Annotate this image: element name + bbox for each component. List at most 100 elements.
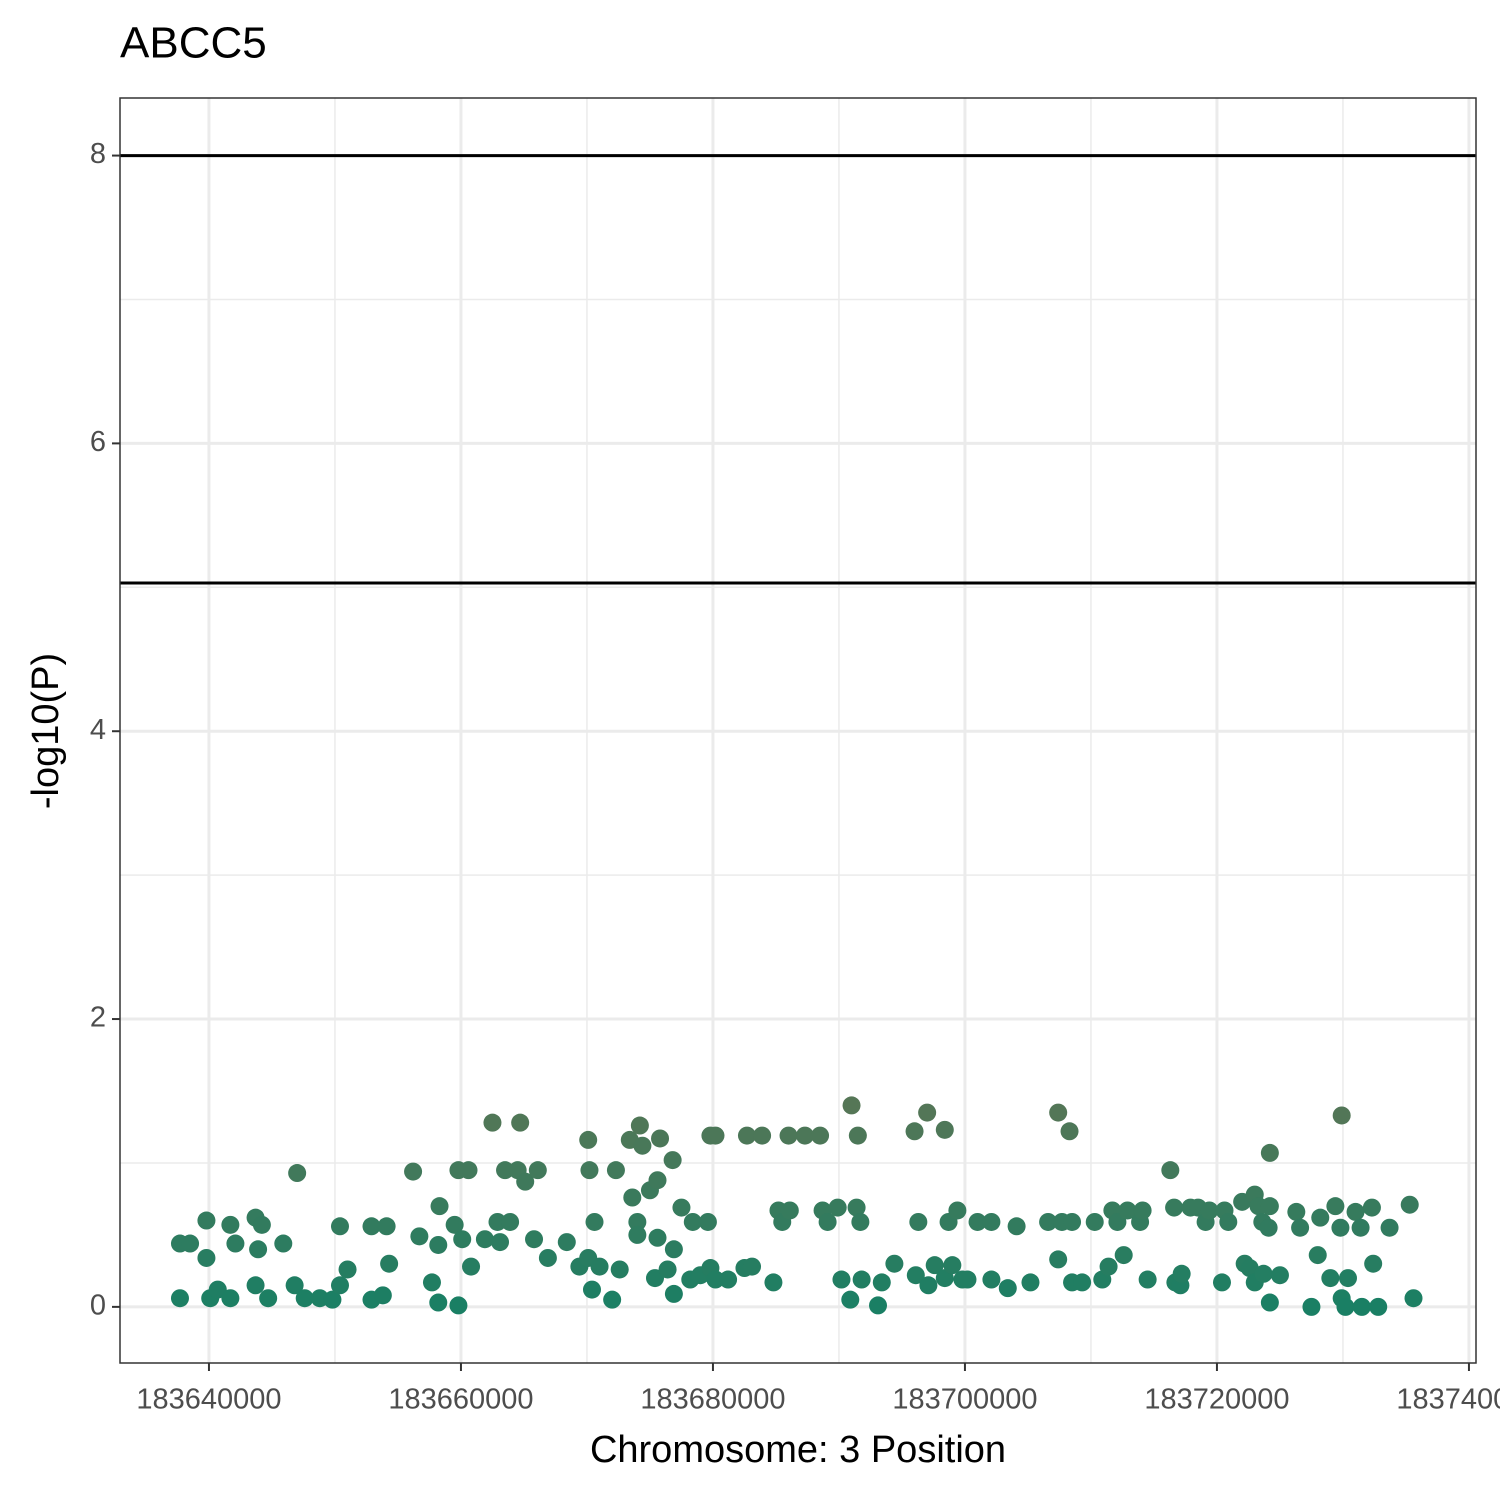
point <box>968 1212 987 1231</box>
point <box>1260 1197 1279 1216</box>
point <box>579 1130 598 1149</box>
point <box>170 1289 189 1308</box>
point <box>935 1120 954 1139</box>
point <box>1287 1202 1306 1221</box>
point <box>1063 1212 1082 1231</box>
point <box>475 1230 494 1249</box>
point <box>453 1230 472 1249</box>
point <box>295 1289 314 1308</box>
point <box>582 1280 601 1299</box>
point <box>905 1122 924 1141</box>
y-axis-title: -log10(P) <box>25 653 67 809</box>
point <box>410 1227 429 1246</box>
point <box>1364 1254 1383 1273</box>
point <box>1270 1266 1289 1285</box>
point <box>658 1260 677 1279</box>
panel-border <box>119 97 1477 1364</box>
point <box>828 1198 847 1217</box>
y-tick-label: 2 <box>90 1002 106 1034</box>
point <box>511 1113 530 1132</box>
point <box>943 1256 962 1275</box>
point <box>557 1233 576 1252</box>
point <box>1346 1202 1365 1221</box>
point <box>422 1273 441 1292</box>
point <box>1118 1201 1137 1220</box>
point <box>906 1266 925 1285</box>
point <box>1352 1297 1371 1316</box>
point <box>1254 1264 1273 1283</box>
point <box>362 1217 381 1236</box>
point <box>285 1276 304 1295</box>
point <box>330 1276 349 1295</box>
point <box>1073 1273 1092 1292</box>
point <box>1138 1270 1157 1289</box>
point <box>259 1289 278 1308</box>
point <box>1114 1246 1133 1265</box>
point <box>221 1289 240 1308</box>
x-tick-label: 183740000 <box>1396 1384 1500 1416</box>
point <box>491 1233 510 1252</box>
point <box>779 1126 798 1145</box>
point <box>274 1234 293 1253</box>
point <box>246 1276 265 1295</box>
point <box>1219 1212 1238 1231</box>
point <box>462 1257 481 1276</box>
point <box>664 1240 683 1259</box>
point <box>288 1164 307 1183</box>
point <box>585 1212 604 1231</box>
x-tick-label: 183680000 <box>640 1384 785 1416</box>
point <box>610 1260 629 1279</box>
point <box>449 1296 468 1315</box>
point <box>925 1256 944 1275</box>
y-tick-label: 6 <box>90 426 106 458</box>
point <box>252 1215 271 1234</box>
point <box>1259 1218 1278 1237</box>
point <box>811 1126 830 1145</box>
point <box>496 1161 515 1180</box>
point <box>488 1212 507 1231</box>
point <box>1099 1257 1118 1276</box>
point <box>780 1201 799 1220</box>
point <box>628 1212 647 1231</box>
point <box>429 1235 448 1254</box>
point <box>982 1270 1001 1289</box>
point <box>1021 1273 1040 1292</box>
point <box>651 1129 670 1148</box>
point <box>664 1284 683 1303</box>
point <box>1060 1122 1079 1141</box>
point <box>851 1212 870 1231</box>
point <box>528 1161 547 1180</box>
point <box>603 1290 622 1309</box>
point <box>197 1211 216 1230</box>
point <box>1085 1212 1104 1231</box>
point <box>645 1269 664 1288</box>
point <box>885 1254 904 1273</box>
point <box>330 1217 349 1236</box>
point <box>338 1260 357 1279</box>
point <box>919 1276 938 1295</box>
point <box>516 1172 535 1191</box>
point <box>580 1161 599 1180</box>
x-tick-label: 183640000 <box>136 1384 281 1416</box>
point <box>1404 1289 1423 1308</box>
point <box>1308 1246 1327 1265</box>
point <box>1165 1198 1184 1217</box>
point <box>1321 1269 1340 1288</box>
point <box>1326 1197 1345 1216</box>
point <box>648 1228 667 1247</box>
point <box>1311 1208 1330 1227</box>
point <box>525 1230 544 1249</box>
point <box>648 1171 667 1190</box>
point <box>663 1151 682 1170</box>
point <box>918 1103 937 1122</box>
point <box>795 1126 814 1145</box>
y-tick-label: 4 <box>90 714 106 746</box>
point <box>1240 1259 1259 1278</box>
point <box>753 1126 772 1145</box>
point <box>719 1270 738 1289</box>
point <box>404 1162 423 1181</box>
point <box>852 1270 871 1289</box>
point <box>1331 1218 1350 1237</box>
point <box>841 1290 860 1309</box>
